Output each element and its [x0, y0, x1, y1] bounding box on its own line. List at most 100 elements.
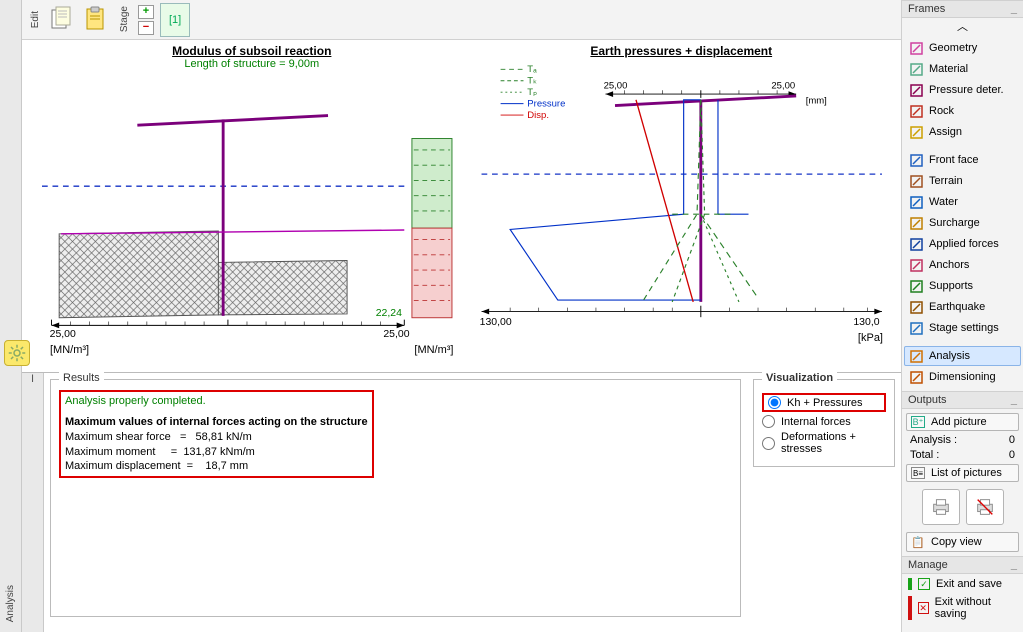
svg-text:Pressure: Pressure [527, 98, 565, 109]
results-legend: Results [59, 372, 104, 384]
frame-item-pressure-deter-[interactable]: Pressure deter. [904, 80, 1021, 100]
svg-text:130,00: 130,00 [479, 317, 511, 328]
visualization-legend: Visualization [762, 372, 837, 384]
vis-opt-deform[interactable]: Deformations + stresses [762, 431, 886, 455]
vis-radio-internal[interactable] [762, 415, 775, 428]
frame-item-label: Anchors [929, 259, 969, 271]
frame-item-terrain[interactable]: Terrain [904, 171, 1021, 191]
frame-icon [909, 41, 923, 55]
svg-text:[mm]: [mm] [805, 96, 826, 107]
frame-icon [909, 321, 923, 335]
shear-label: Maximum shear force [65, 431, 171, 443]
svg-text:Tₚ: Tₚ [527, 87, 537, 98]
vis-label-kh: Kh + Pressures [787, 397, 863, 409]
svg-text:Tₖ: Tₖ [527, 76, 537, 87]
modulus-x-unit-left: [MN/m³] [50, 344, 89, 356]
stage-tab-label: Stage [117, 6, 132, 32]
vis-radio-deform[interactable] [762, 437, 775, 450]
frame-icon [909, 370, 923, 384]
frame-item-water[interactable]: Water [904, 192, 1021, 212]
chart-settings-button[interactable] [4, 340, 30, 366]
frame-icon [909, 258, 923, 272]
modulus-chart-subtitle: Length of structure = 9,00m [42, 58, 462, 70]
frame-item-assign[interactable]: Assign [904, 122, 1021, 142]
print-button-2[interactable] [966, 489, 1004, 525]
list-pictures-label: List of pictures [931, 467, 1002, 479]
add-picture-icon: B⁺ [911, 416, 925, 428]
modulus-chart-svg: 22,24 25,00 25,0 [42, 70, 462, 350]
list-pictures-button[interactable]: B≡ List of pictures [906, 464, 1019, 482]
stage-1-label: [1] [169, 14, 181, 26]
edit-tab-label: Edit [28, 11, 43, 28]
exit-save-button[interactable]: ✓ Exit and save [904, 576, 1021, 592]
vis-label-deform: Deformations + stresses [781, 431, 886, 455]
top-toolbar: Edit Stage + − [1] [22, 0, 901, 40]
cross-icon: ✕ [918, 602, 929, 614]
frame-icon [909, 279, 923, 293]
vis-opt-kh[interactable]: Kh + Pressures [762, 393, 886, 412]
frame-item-dimensioning[interactable]: Dimensioning [904, 367, 1021, 387]
frame-item-stage-settings[interactable]: Stage settings [904, 318, 1021, 338]
stage-1-tab[interactable]: [1] [160, 3, 190, 37]
check-icon: ✓ [918, 578, 930, 590]
add-picture-button[interactable]: B⁺ Add picture [906, 413, 1019, 431]
frame-item-supports[interactable]: Supports [904, 276, 1021, 296]
outputs-analysis-count: 0 [1009, 434, 1015, 446]
svg-text:25,00: 25,00 [771, 80, 795, 91]
exit-nosave-button[interactable]: ✕ Exit without saving [904, 594, 1021, 622]
results-panel: Results Analysis properly completed. Max… [50, 379, 741, 617]
modulus-chart-title: Modulus of subsoil reaction [42, 44, 462, 58]
outputs-total-label: Total : [910, 449, 939, 461]
frame-item-applied-forces[interactable]: Applied forces [904, 234, 1021, 254]
add-picture-label: Add picture [931, 416, 987, 428]
frame-item-label: Stage settings [929, 322, 999, 334]
copy-view-icon: 📋 [911, 535, 925, 549]
disp-label: Maximum displacement [65, 460, 181, 472]
exit-save-label: Exit and save [936, 578, 1002, 590]
outputs-analysis-label: Analysis : [910, 434, 957, 446]
frame-item-label: Pressure deter. [929, 84, 1004, 96]
frame-item-surcharge[interactable]: Surcharge [904, 213, 1021, 233]
frame-item-front-face[interactable]: Front face [904, 150, 1021, 170]
frame-item-analysis[interactable]: Analysis [904, 346, 1021, 366]
pressures-chart-svg: Tₐ Tₖ Tₚ Pressure Disp. 25,0 [472, 58, 892, 338]
copy-view-button[interactable]: 📋 Copy view [906, 532, 1019, 552]
paste-icon[interactable] [83, 4, 111, 36]
remove-stage-button[interactable]: − [138, 21, 154, 35]
frame-item-label: Surcharge [929, 217, 980, 229]
frame-item-material[interactable]: Material [904, 59, 1021, 79]
frame-item-label: Front face [929, 154, 979, 166]
frame-item-rock[interactable]: Rock [904, 101, 1021, 121]
modulus-chart: Modulus of subsoil reaction Length of st… [42, 44, 462, 368]
frame-icon [909, 195, 923, 209]
frame-item-label: Earthquake [929, 301, 985, 313]
frames-collapse-icon[interactable]: ︿ [902, 18, 1023, 34]
frame-icon [909, 83, 923, 97]
svg-text:25,00: 25,00 [603, 80, 627, 91]
frame-icon [909, 300, 923, 314]
print-button-1[interactable] [922, 489, 960, 525]
results-status: Analysis properly completed. [65, 394, 368, 409]
frame-icon [909, 174, 923, 188]
frames-list: Geometry Material Pressure deter. Rock Assig… [902, 34, 1023, 391]
frame-item-label: Material [929, 63, 968, 75]
vis-opt-internal[interactable]: Internal forces [762, 415, 886, 428]
frame-icon [909, 349, 923, 363]
analysis-side-label: Analysis [5, 585, 16, 622]
svg-text:25,00: 25,00 [50, 329, 76, 340]
frame-item-anchors[interactable]: Anchors [904, 255, 1021, 275]
svg-text:25,00: 25,00 [383, 329, 409, 340]
copy-icon[interactable] [49, 4, 77, 36]
frames-header: Frames_ [902, 0, 1023, 18]
frame-item-label: Applied forces [929, 238, 999, 250]
frame-item-label: Assign [929, 126, 962, 138]
exit-nosave-label: Exit without saving [935, 596, 1017, 620]
frame-item-earthquake[interactable]: Earthquake [904, 297, 1021, 317]
frame-item-label: Dimensioning [929, 371, 996, 383]
manage-header: Manage_ [902, 556, 1023, 574]
outputs-header: Outputs_ [902, 391, 1023, 409]
vis-radio-kh[interactable] [768, 396, 781, 409]
frame-item-geometry[interactable]: Geometry [904, 38, 1021, 58]
right-sidebar: Frames_ ︿ Geometry Material Pressure deter… [901, 0, 1023, 632]
add-stage-button[interactable]: + [138, 5, 154, 19]
